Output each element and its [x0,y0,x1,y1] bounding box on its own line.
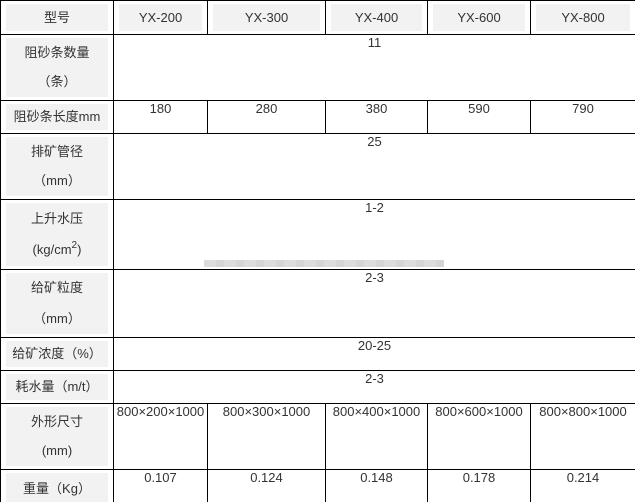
spec-value-cell: 280 [207,100,326,134]
model-name: YX-800 [536,4,630,31]
model-name: YX-400 [331,4,422,31]
model-header-cell: YX-200 [113,0,208,35]
model-header-label: 型号 [6,4,108,31]
spec-value-cell: 0.178 [427,469,531,502]
spec-value-cell: 800×300×1000 [207,403,326,470]
row-label-cell: 阻砂条数量 （条） [0,34,114,101]
row-label: 重量（Kg） [6,473,108,502]
spec-value-cell: 790 [530,100,635,134]
table-row: 阻砂条数量 （条） 11 [0,34,635,101]
header-row: 型号 YX-200 YX-300 YX-400 YX-600 YX-800 [0,0,635,35]
row-label-cell: 阻砂条长度mm [0,100,114,134]
row-label: 排矿管径 （mm） [6,137,108,196]
spec-value-cell: 20-25 [113,337,635,371]
row-label-cell: 上升水压 (kg/cm2) [0,199,114,270]
row-label: 上升水压 (kg/cm2) [6,203,108,266]
row-label-cell: 给矿粒度 （mm） [0,269,114,338]
row-label-cell: 给矿浓度（%） [0,337,114,371]
spec-value-cell: 0.107 [113,469,208,502]
table-row: 排矿管径 （mm） 25 [0,133,635,200]
model-name: YX-600 [433,4,525,31]
table-row: 重量（Kg） 0.107 0.124 0.148 0.178 0.214 [0,469,635,502]
table-row: 上升水压 (kg/cm2) 1-2 [0,199,635,270]
row-label-cell: 重量（Kg） [0,469,114,502]
row-label: 给矿浓度（%） [6,341,108,367]
table-row: 阻砂条长度mm 180 280 380 590 790 [0,100,635,134]
row-label-cell: 耗水量（m/t） [0,370,114,404]
model-header-cell: YX-300 [207,0,326,35]
row-label: 阻砂条数量 （条） [6,38,108,97]
model-header-cell: YX-800 [530,0,635,35]
model-name: YX-200 [119,4,202,31]
spec-value-cell: 380 [325,100,428,134]
row-label-cell: 外形尺寸 (mm) [0,403,114,470]
spec-value-cell: 800×800×1000 [530,403,635,470]
table-row: 给矿浓度（%） 20-25 [0,337,635,371]
model-name: YX-300 [213,4,320,31]
table-row: 给矿粒度 （mm） 2-3 [0,269,635,338]
spec-value-cell: 800×200×1000 [113,403,208,470]
spec-value-cell: 1-2 [113,199,635,270]
spec-value-cell: 2-3 [113,370,635,404]
model-header-cell: YX-600 [427,0,531,35]
row-label: 给矿粒度 （mm） [6,273,108,334]
row-label-unit: (kg/cm2) [32,239,82,258]
spec-value-cell: 0.214 [530,469,635,502]
table-row: 外形尺寸 (mm) 800×200×1000 800×300×1000 800×… [0,403,635,470]
spec-value-cell: 180 [113,100,208,134]
spec-value-cell: 800×400×1000 [325,403,428,470]
row-label-cell: 排矿管径 （mm） [0,133,114,200]
spec-value-cell: 25 [113,133,635,200]
corner-header-cell: 型号 [0,0,114,35]
row-label: 耗水量（m/t） [6,374,108,400]
spec-value-cell: 0.148 [325,469,428,502]
table-row: 耗水量（m/t） 2-3 [0,370,635,404]
row-label: 外形尺寸 (mm) [6,407,108,466]
spec-value-cell: 0.124 [207,469,326,502]
spec-value-cell: 2-3 [113,269,635,338]
row-label: 阻砂条长度mm [6,104,108,130]
spec-value-cell: 11 [113,34,635,101]
spec-value-cell: 590 [427,100,531,134]
spec-value-cell: 800×600×1000 [427,403,531,470]
model-header-cell: YX-400 [325,0,428,35]
